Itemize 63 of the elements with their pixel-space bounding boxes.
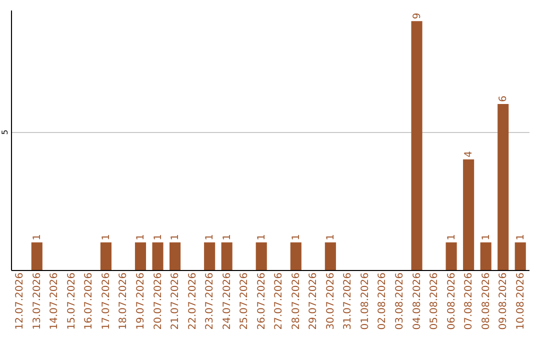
x-tick-label: 21.07.2026 bbox=[170, 272, 182, 330]
x-tick-label: 17.07.2026 bbox=[100, 272, 112, 330]
bar bbox=[411, 21, 422, 270]
bar bbox=[480, 242, 492, 270]
x-tick-label: 09.08.2026 bbox=[498, 272, 510, 330]
x-tick-label: 10.08.2026 bbox=[515, 272, 526, 330]
bar bbox=[31, 242, 42, 270]
bar bbox=[514, 242, 526, 270]
x-tick-label: 12.07.2026 bbox=[14, 272, 26, 330]
data-label: 1 bbox=[204, 234, 216, 240]
data-label: 1 bbox=[256, 234, 268, 240]
data-label: 1 bbox=[446, 234, 458, 240]
x-tick-label: 28.07.2026 bbox=[290, 272, 302, 330]
bar bbox=[446, 242, 457, 270]
data-label: 1 bbox=[480, 234, 492, 240]
data-label: 1 bbox=[170, 234, 182, 240]
x-tick-label: 25.07.2026 bbox=[239, 272, 250, 330]
bar bbox=[221, 242, 232, 270]
x-tick-label: 23.07.2026 bbox=[204, 272, 216, 330]
x-tick-label: 01.08.2026 bbox=[360, 272, 371, 330]
bar bbox=[256, 242, 267, 270]
data-label: 1 bbox=[136, 234, 146, 240]
bar bbox=[204, 242, 216, 270]
data-label: 9 bbox=[412, 12, 423, 20]
data-label: 1 bbox=[515, 234, 526, 240]
data-label: 6 bbox=[498, 96, 510, 102]
x-tick-label: 20.07.2026 bbox=[152, 272, 164, 330]
data-label: 1 bbox=[325, 234, 336, 240]
bar bbox=[100, 242, 112, 270]
x-tick-label: 26.07.2026 bbox=[256, 272, 268, 330]
x-tick-label: 30.07.2026 bbox=[325, 272, 336, 330]
bar bbox=[290, 242, 302, 270]
bar bbox=[463, 159, 474, 270]
x-tick-label: 05.08.2026 bbox=[429, 272, 440, 330]
x-tick-label: 31.07.2026 bbox=[342, 272, 354, 330]
x-tick-label: 22.07.2026 bbox=[187, 272, 198, 330]
x-tick-label: 19.07.2026 bbox=[136, 272, 146, 330]
bar bbox=[152, 242, 164, 270]
x-tick-label: 14.07.2026 bbox=[49, 272, 60, 330]
x-tick-label: 18.07.2026 bbox=[118, 272, 130, 330]
data-label: 1 bbox=[222, 234, 233, 240]
x-tick-label: 03.08.2026 bbox=[394, 272, 406, 330]
bar bbox=[324, 242, 336, 270]
x-tick-label: 02.08.2026 bbox=[377, 272, 388, 330]
y-tick-label: 5 bbox=[0, 130, 10, 135]
x-tick-label: 06.08.2026 bbox=[446, 272, 458, 330]
data-label: 1 bbox=[100, 234, 112, 240]
x-tick-label: 08.08.2026 bbox=[480, 272, 492, 330]
x-tick-label: 27.07.2026 bbox=[274, 272, 285, 330]
x-tick-label: 15.07.2026 bbox=[66, 272, 78, 330]
x-tick-label: 24.07.2026 bbox=[222, 272, 233, 330]
bar bbox=[498, 104, 509, 270]
data-label: 1 bbox=[290, 234, 302, 240]
data-label: 1 bbox=[32, 234, 43, 240]
x-tick-label: 07.08.2026 bbox=[464, 272, 475, 330]
x-tick-label: 04.08.2026 bbox=[412, 272, 423, 330]
x-tick-label: 16.07.2026 bbox=[84, 272, 95, 330]
data-label: 1 bbox=[152, 234, 164, 240]
x-tick-label: 13.07.2026 bbox=[32, 272, 43, 330]
x-tick-label: 29.07.2026 bbox=[308, 272, 320, 330]
bar bbox=[134, 242, 146, 270]
bar bbox=[170, 242, 181, 270]
data-label: 4 bbox=[464, 150, 475, 158]
